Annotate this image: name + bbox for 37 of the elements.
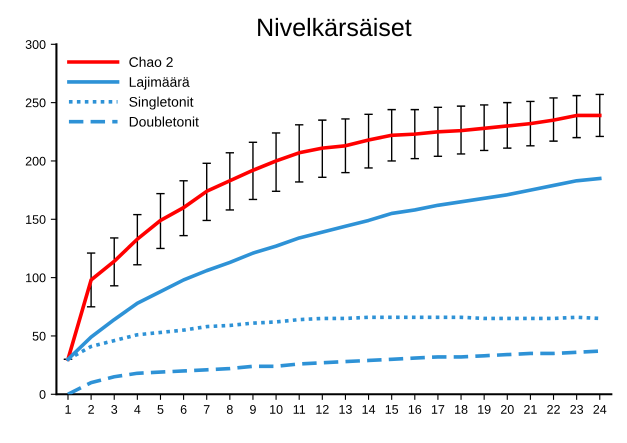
x-tick-label: 8 <box>226 405 233 414</box>
x-tick-label: 1 <box>65 405 71 414</box>
y-tick-label: 50 <box>32 332 46 341</box>
y-tick-label: 200 <box>26 156 46 166</box>
x-tick-label: 3 <box>111 405 118 414</box>
x-tick-label: 16 <box>408 405 422 414</box>
chart-title: Nivelkärsäiset <box>258 18 412 36</box>
legend-label: Doubletonit <box>130 116 199 127</box>
line-series <box>66 114 602 362</box>
x-tick-label: 24 <box>593 405 606 414</box>
legend-label: Lajimäärä <box>130 76 190 90</box>
x-tick-label: 23 <box>570 405 584 414</box>
x-tick-label: 12 <box>316 405 329 414</box>
x-tick-label: 13 <box>339 405 352 414</box>
x-tick-label: 19 <box>478 405 491 414</box>
x-tick-label: 14 <box>362 405 376 414</box>
y-tick-label: 0 <box>40 390 46 399</box>
x-tick-label: 22 <box>547 405 560 414</box>
legend-label: Chao 2 <box>129 56 173 67</box>
x-tick-label: 11 <box>294 405 306 414</box>
x-tick-label: 6 <box>180 405 187 414</box>
legend-label: Singletonit <box>129 96 194 110</box>
x-tick-label: 20 <box>500 405 514 414</box>
x-tick-label: 10 <box>270 405 283 414</box>
y-tick-label: 300 <box>26 40 46 49</box>
x-tick-label: 5 <box>157 405 164 414</box>
x-tick-label: 18 <box>455 405 468 414</box>
y-tick-label: 250 <box>26 98 46 108</box>
x-tick-label: 9 <box>250 405 256 414</box>
x-tick-label: 15 <box>386 405 398 414</box>
x-tick-label: 21 <box>524 405 537 414</box>
y-tick-label: 150 <box>26 215 46 224</box>
x-tick-label: 17 <box>432 405 444 414</box>
x-tick-label: 7 <box>204 405 210 414</box>
y-tick-label: 100 <box>26 273 46 282</box>
x-tick-label: 4 <box>134 405 140 414</box>
x-tick-label: 2 <box>88 405 94 414</box>
